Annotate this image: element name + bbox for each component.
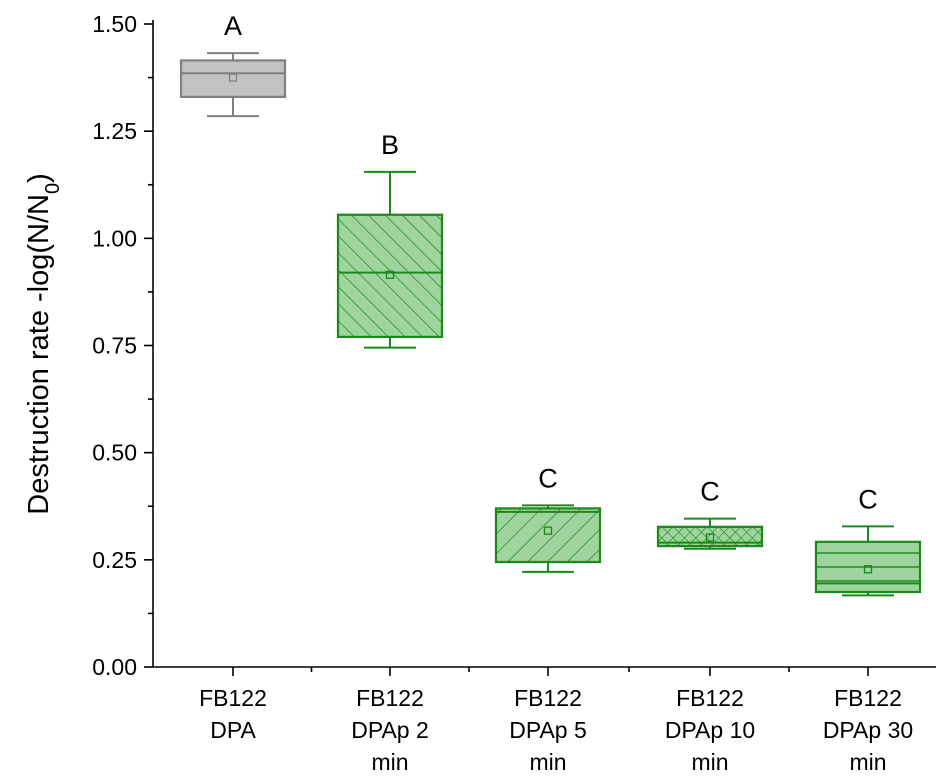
mean-marker xyxy=(705,533,715,542)
box-1: A xyxy=(179,11,287,118)
y-tick-label: 1.50 xyxy=(92,11,137,37)
box-iqr xyxy=(336,213,444,339)
category-label: DPAp 30 xyxy=(823,717,913,743)
y-tick-label: 1.25 xyxy=(92,118,137,144)
box-5: C xyxy=(814,484,922,597)
category-label: min xyxy=(691,749,728,775)
category-label: FB122 xyxy=(514,685,582,711)
category-label: min xyxy=(529,749,566,775)
box-iqr xyxy=(494,507,602,564)
y-axis-title-suffix: ) xyxy=(23,173,55,183)
y-tick-label: 0.75 xyxy=(92,333,137,359)
y-tick-label: 0.25 xyxy=(92,547,137,573)
x-axis-ticks: FB122 DPA FB122 DPAp 2 min FB122 DPAp 5 min FB12… xyxy=(199,667,913,775)
y-axis-ticks: 0.00 0.25 0.50 0.75 1.00 1.25 1.50 xyxy=(92,11,153,680)
category-label: FB122 xyxy=(676,685,744,711)
mean-marker xyxy=(863,565,873,574)
y-tick-label: 0.50 xyxy=(92,440,137,466)
y-tick-label: 1.00 xyxy=(92,225,137,251)
group-letter: A xyxy=(224,11,242,41)
mean-marker xyxy=(543,526,553,535)
box-2: B xyxy=(336,130,444,349)
mean-marker xyxy=(228,73,238,82)
y-axis-title-subscript: 0 xyxy=(42,183,64,194)
mean-marker xyxy=(385,270,395,279)
category-label: FB122 xyxy=(199,685,267,711)
y-axis-title-main: Destruction rate -log(N/N xyxy=(23,194,55,515)
box-4: C xyxy=(656,477,764,550)
group-letter: C xyxy=(858,484,878,514)
box-iqr xyxy=(179,59,287,98)
y-tick-label: 0.00 xyxy=(92,654,137,680)
group-letter: B xyxy=(381,130,399,160)
box-iqr xyxy=(814,540,922,594)
category-label: DPAp 5 xyxy=(509,717,587,743)
group-letter: C xyxy=(700,477,720,507)
box-iqr xyxy=(656,525,764,548)
category-label: min xyxy=(371,749,408,775)
category-label: DPA xyxy=(210,717,256,743)
y-axis-title: Destruction rate -log(N/N0) xyxy=(23,173,64,515)
category-label: min xyxy=(849,749,886,775)
category-label: FB122 xyxy=(356,685,424,711)
group-letter: C xyxy=(538,463,558,493)
box-3: C xyxy=(494,463,602,573)
category-label: DPAp 10 xyxy=(665,717,755,743)
boxes-group: A B C C C xyxy=(179,11,922,597)
category-label: FB122 xyxy=(834,685,902,711)
category-label: DPAp 2 xyxy=(351,717,429,743)
